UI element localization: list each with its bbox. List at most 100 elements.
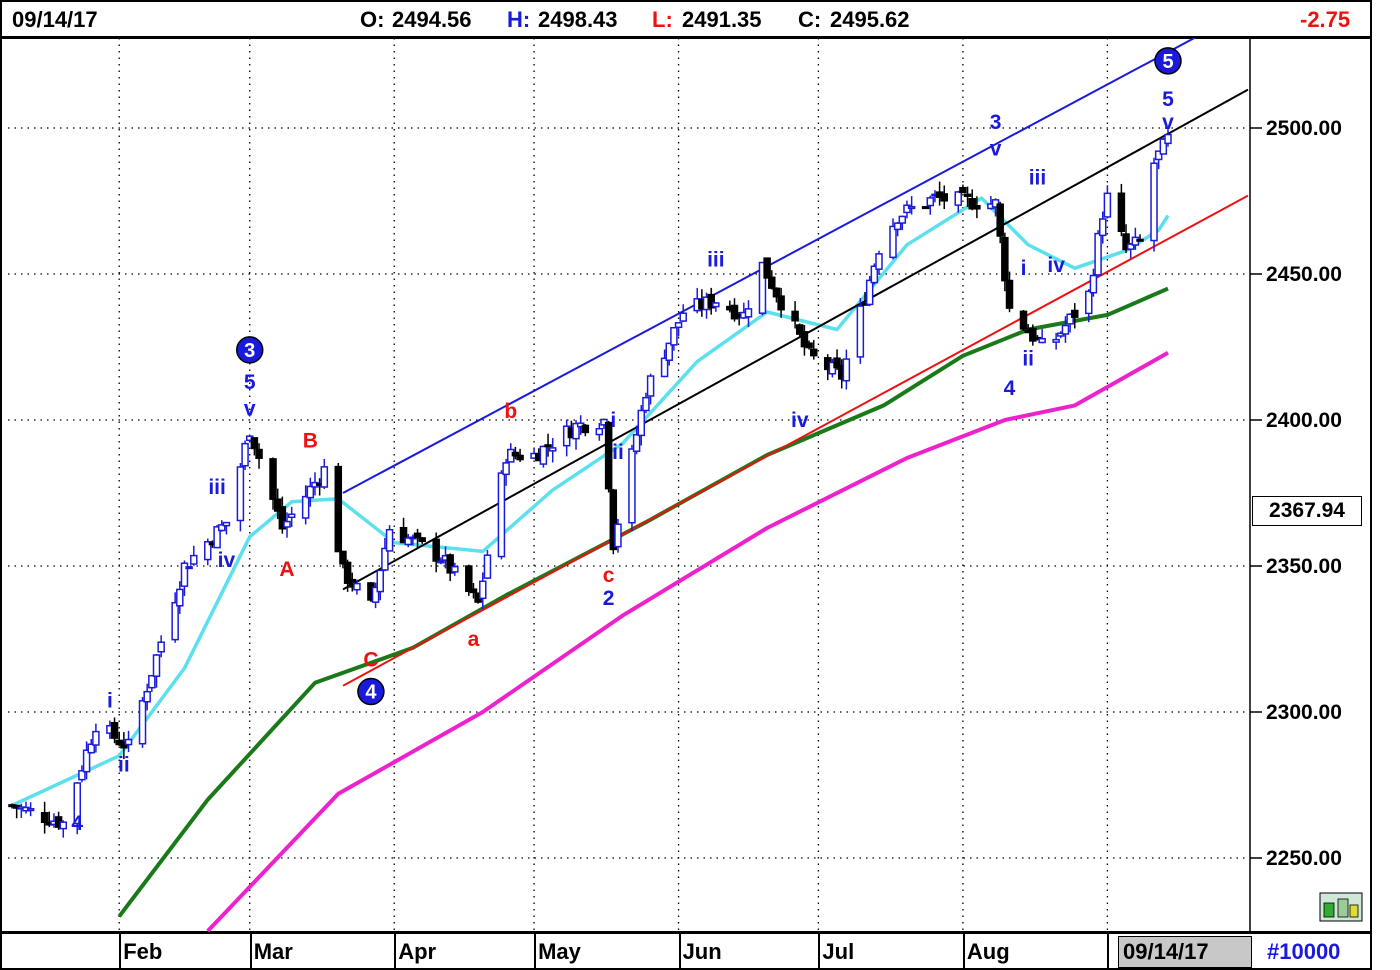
month-tick — [1107, 934, 1110, 970]
svg-text:i: i — [610, 409, 616, 432]
svg-text:a: a — [468, 628, 480, 651]
candle — [413, 528, 422, 549]
candle — [437, 557, 445, 565]
y-tick-label: 2350.00 — [1266, 555, 1342, 578]
candle — [82, 741, 91, 780]
candle — [59, 820, 68, 838]
month-label: May — [538, 939, 581, 964]
month-tick — [534, 934, 537, 970]
candle — [707, 287, 715, 315]
candle — [171, 592, 179, 643]
candle — [637, 405, 646, 446]
ma-line-cyan — [11, 196, 1170, 807]
candle — [148, 674, 156, 692]
svg-text:i: i — [1021, 257, 1027, 280]
wave-label: 4 — [71, 812, 83, 835]
candle — [581, 423, 590, 437]
svg-text:v: v — [990, 137, 1002, 160]
wave-label: 4 — [357, 677, 385, 706]
candle — [963, 186, 972, 207]
candle — [1005, 271, 1014, 313]
channel-line-red — [342, 238, 1169, 687]
candle — [926, 195, 935, 215]
candle — [907, 196, 916, 215]
price-chart[interactable]: 2250.00 2300.00 2350.00 2400.00 2450.00 2500.… — [0, 38, 1372, 932]
candle — [73, 782, 82, 835]
candle — [609, 488, 618, 555]
svg-text:iv: iv — [218, 549, 236, 572]
candle — [255, 443, 263, 469]
candle — [320, 458, 329, 489]
candle — [78, 765, 86, 783]
svg-text:iii: iii — [208, 476, 226, 499]
candle — [152, 653, 161, 688]
candle — [204, 538, 212, 566]
candle — [1103, 185, 1112, 219]
svg-text:2: 2 — [603, 587, 615, 610]
wave-label: B — [303, 429, 318, 452]
candle — [404, 533, 412, 548]
month-label: Mar — [253, 939, 293, 964]
candle — [287, 506, 296, 527]
quote-date: 09/14/17 — [12, 7, 98, 32]
candle — [875, 250, 883, 275]
wave-label: iii — [1029, 167, 1047, 190]
channel-line-black — [342, 132, 1169, 591]
candle — [959, 184, 967, 194]
candle — [1094, 230, 1102, 277]
wave-label: iv — [791, 409, 809, 432]
candle — [763, 257, 771, 279]
candle — [595, 422, 604, 441]
wave-label: iv — [1047, 254, 1065, 277]
candle — [796, 323, 804, 338]
candle — [92, 723, 100, 753]
candle — [376, 569, 384, 601]
open-value: 2494.56 — [392, 7, 472, 32]
candle — [469, 583, 478, 599]
month-label: Feb — [123, 939, 163, 964]
candle — [1117, 183, 1126, 237]
wave-label: iii — [707, 248, 725, 271]
svg-text:iv: iv — [1047, 254, 1065, 277]
candle — [236, 463, 245, 532]
candle — [809, 340, 818, 360]
change-value: -2.75 — [1300, 7, 1351, 32]
candle — [660, 349, 669, 378]
candle — [1061, 316, 1070, 343]
candle — [1066, 313, 1074, 333]
candle — [110, 717, 119, 744]
trend-lines — [342, 38, 1249, 687]
candle — [1136, 234, 1144, 242]
channel-line-blue — [342, 51, 1169, 494]
candle — [665, 342, 673, 366]
svg-text:iii: iii — [1029, 167, 1047, 190]
svg-text:ii: ii — [1022, 348, 1034, 371]
wave-label: ii — [1022, 348, 1034, 371]
low-value: 2491.35 — [682, 7, 762, 32]
low-label: L: — [652, 7, 673, 32]
wave-label: iv — [218, 549, 236, 572]
wave-label: b — [504, 400, 517, 423]
candle — [1038, 329, 1046, 344]
candle — [176, 581, 184, 614]
open-label: O: — [360, 7, 385, 32]
candle — [334, 462, 343, 553]
candle — [679, 304, 687, 323]
candle — [548, 438, 557, 463]
svg-text:ii: ii — [118, 754, 130, 777]
calculator-icon[interactable] — [1319, 892, 1363, 922]
svg-text:5: 5 — [244, 371, 256, 394]
svg-text:4: 4 — [365, 682, 377, 704]
wave-label: v — [244, 397, 256, 420]
candle — [1085, 289, 1093, 323]
candle — [273, 488, 282, 519]
candle — [1001, 232, 1009, 292]
candle — [40, 801, 49, 834]
wave-label: 2 — [603, 587, 615, 610]
candle — [614, 518, 622, 553]
candle — [497, 470, 506, 560]
candle — [1089, 268, 1098, 297]
month-tick — [394, 934, 397, 970]
candle — [124, 730, 133, 753]
wave-label: i — [610, 409, 616, 432]
